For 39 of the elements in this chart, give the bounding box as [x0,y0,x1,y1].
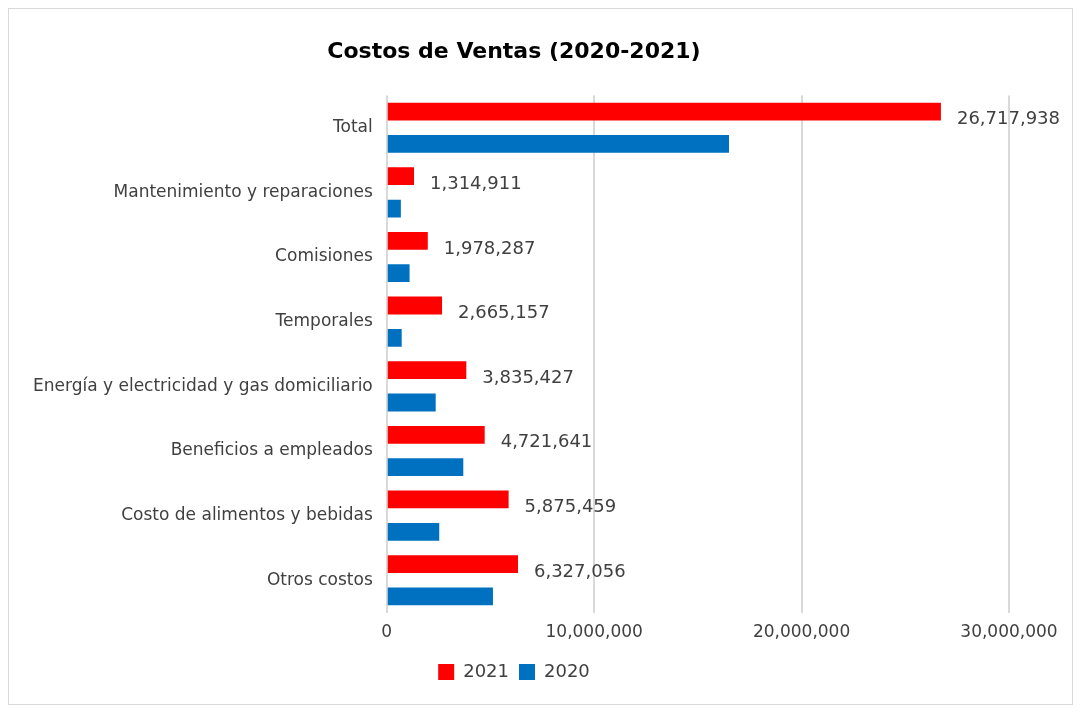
bar [387,296,443,315]
x-tick-label: 20,000,000 [752,621,851,642]
y-tick-label: Temporales [274,310,373,331]
bar [387,555,518,573]
data-label: 26,717,938 [956,107,1060,129]
y-tick-label: Total [332,116,373,137]
legend-label: 2020 [544,659,590,681]
bar [387,522,440,541]
y-tick-label: Mantenimiento y reparaciones [113,180,373,201]
bar [387,199,401,218]
x-tick-label: 10,000,000 [545,621,643,642]
data-label: 5,875,459 [524,495,617,517]
x-tick-label: 30,000,000 [960,621,1058,642]
legend-label: 2021 [463,659,509,681]
data-label: 3,835,427 [482,365,574,387]
bar [387,458,464,477]
y-tick-label: Beneficios a empleados [170,439,373,460]
bar [387,264,410,283]
data-label: 6,327,056 [533,559,626,581]
y-tick-label: Comisiones [275,245,373,266]
y-tick-label: Otros costos [266,568,373,589]
bar [387,361,467,380]
x-tick-label: 0 [381,621,393,642]
bar [387,393,436,412]
bar [387,102,941,121]
bar [387,425,485,444]
data-label: 4,721,641 [500,430,593,452]
bar [387,135,729,153]
data-label: 2,665,157 [458,301,550,323]
chart-title: Costos de Ventas (2020-2021) [327,37,701,63]
bar [387,587,493,606]
y-tick-label: Energía y electricidad y gas domiciliario [32,374,373,395]
data-label: 1,314,911 [430,171,522,193]
bar [387,490,509,509]
y-tick-label: Costo de alimentos y bebidas [121,504,373,525]
bar [387,231,428,250]
data-label: 1,978,287 [443,236,536,258]
bar [387,328,402,347]
bar [387,167,415,186]
